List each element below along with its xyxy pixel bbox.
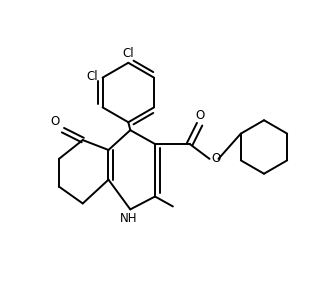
Text: NH: NH xyxy=(120,212,137,225)
Text: O: O xyxy=(212,152,221,165)
Text: Cl: Cl xyxy=(123,47,134,60)
Text: O: O xyxy=(195,109,204,122)
Text: Cl: Cl xyxy=(86,70,98,83)
Text: O: O xyxy=(51,115,60,128)
